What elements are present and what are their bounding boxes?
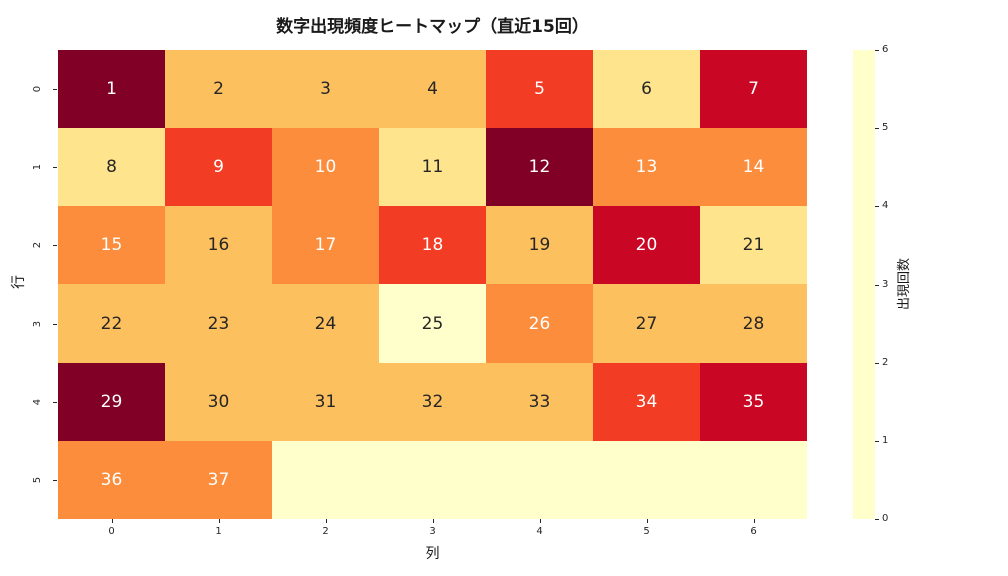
colorbar-label: 出現回数 bbox=[897, 258, 912, 311]
heatmap-cell: 31 bbox=[272, 362, 379, 441]
colorbar-tick-label: 4 bbox=[882, 200, 889, 212]
y-tick-label: 5 bbox=[32, 476, 43, 484]
heatmap-cell: 18 bbox=[379, 206, 486, 285]
x-tick-mark bbox=[218, 519, 220, 523]
heatmap-cell: 12 bbox=[486, 128, 593, 207]
y-tick-mark bbox=[53, 401, 57, 403]
colorbar bbox=[853, 50, 875, 519]
heatmap-cell: 11 bbox=[379, 128, 486, 207]
colorbar-tick-mark bbox=[875, 440, 879, 442]
colorbar-tick-mark bbox=[875, 206, 879, 208]
colorbar-tick-label: 2 bbox=[882, 356, 889, 368]
heatmap-cell: 27 bbox=[593, 284, 700, 363]
x-tick-label: 0 bbox=[108, 526, 115, 537]
heatmap-cell bbox=[379, 440, 486, 519]
x-axis-label: 列 bbox=[425, 546, 440, 562]
y-tick-label: 4 bbox=[32, 398, 43, 405]
heatmap-cell: 2 bbox=[165, 50, 272, 129]
heatmap-cell: 30 bbox=[165, 362, 272, 441]
heatmap-cell bbox=[700, 440, 807, 519]
x-tick-mark bbox=[111, 519, 113, 523]
heatmap-cell: 33 bbox=[486, 362, 593, 441]
y-tick-label: 1 bbox=[32, 164, 43, 171]
y-tick-mark bbox=[53, 245, 57, 247]
heatmap-cell: 3 bbox=[272, 50, 379, 129]
colorbar-tick-mark bbox=[875, 128, 879, 130]
heatmap-cell: 7 bbox=[700, 50, 807, 129]
colorbar-tick-label: 3 bbox=[882, 278, 889, 290]
heatmap-cell: 35 bbox=[700, 362, 807, 441]
heatmap-cell: 6 bbox=[593, 50, 700, 129]
x-tick-label: 5 bbox=[643, 526, 650, 537]
heatmap-cell: 17 bbox=[272, 206, 379, 285]
heatmap-cell: 15 bbox=[58, 206, 165, 285]
x-tick-label: 4 bbox=[536, 526, 543, 537]
heatmap-cell: 21 bbox=[700, 206, 807, 285]
heatmap-cell bbox=[272, 440, 379, 519]
heatmap-cell: 14 bbox=[700, 128, 807, 207]
colorbar-tick-mark bbox=[875, 284, 879, 286]
heatmap-cell: 20 bbox=[593, 206, 700, 285]
y-axis-label: 行 bbox=[11, 275, 27, 289]
colorbar-tick-label: 6 bbox=[882, 44, 889, 55]
y-tick-mark bbox=[53, 167, 57, 169]
colorbar-tick-label: 0 bbox=[882, 513, 889, 524]
heatmap-cell: 36 bbox=[58, 440, 165, 519]
heatmap-cell: 28 bbox=[700, 284, 807, 363]
x-tick-mark bbox=[753, 519, 755, 523]
heatmap-cell: 19 bbox=[486, 206, 593, 285]
heatmap-cell: 8 bbox=[58, 128, 165, 207]
colorbar-tick-label: 5 bbox=[882, 122, 889, 134]
heatmap-cell: 25 bbox=[379, 284, 486, 363]
heatmap-cell: 5 bbox=[486, 50, 593, 129]
heatmap-cell bbox=[486, 440, 593, 519]
y-tick-label: 0 bbox=[32, 85, 43, 93]
heatmap-cell: 16 bbox=[165, 206, 272, 285]
x-tick-label: 1 bbox=[215, 526, 222, 537]
y-tick-mark bbox=[53, 89, 57, 91]
x-tick-mark bbox=[539, 519, 541, 523]
x-tick-mark bbox=[646, 519, 648, 523]
colorbar-tick-mark bbox=[875, 362, 879, 364]
x-tick-label: 3 bbox=[429, 526, 436, 537]
y-tick-label: 2 bbox=[32, 242, 43, 249]
heatmap-cell: 10 bbox=[272, 128, 379, 207]
heatmap-cell: 23 bbox=[165, 284, 272, 363]
y-tick-mark bbox=[53, 323, 57, 325]
x-tick-label: 2 bbox=[322, 526, 329, 537]
heatmap-cell: 34 bbox=[593, 362, 700, 441]
y-tick-mark bbox=[53, 479, 57, 481]
heatmap-cell bbox=[593, 440, 700, 519]
heatmap-cell: 37 bbox=[165, 440, 272, 519]
x-tick-mark bbox=[432, 519, 434, 523]
x-tick-mark bbox=[325, 519, 327, 523]
heatmap-cell: 9 bbox=[165, 128, 272, 207]
y-tick-label: 3 bbox=[32, 320, 43, 327]
chart-title: 数字出現頻度ヒートマップ（直近15回） bbox=[276, 17, 589, 37]
heatmap-cell: 1 bbox=[58, 50, 165, 129]
heatmap-cell: 26 bbox=[486, 284, 593, 363]
heatmap-cell: 32 bbox=[379, 362, 486, 441]
colorbar-tick-mark bbox=[875, 519, 879, 520]
heatmap-cell: 4 bbox=[379, 50, 486, 129]
heatmap-cell: 22 bbox=[58, 284, 165, 363]
x-tick-label: 6 bbox=[750, 526, 757, 537]
heatmap-cell: 29 bbox=[58, 362, 165, 441]
heatmap-cell: 13 bbox=[593, 128, 700, 207]
heatmap-grid: 1 2 3 4 5 6 7 8 9 10 11 12 13 14 15 16 17 18 19 20 21 22 23 24 2… bbox=[58, 50, 807, 519]
colorbar-tick-mark bbox=[875, 50, 879, 51]
colorbar-tick-label: 1 bbox=[882, 434, 889, 446]
heatmap-cell: 24 bbox=[272, 284, 379, 363]
